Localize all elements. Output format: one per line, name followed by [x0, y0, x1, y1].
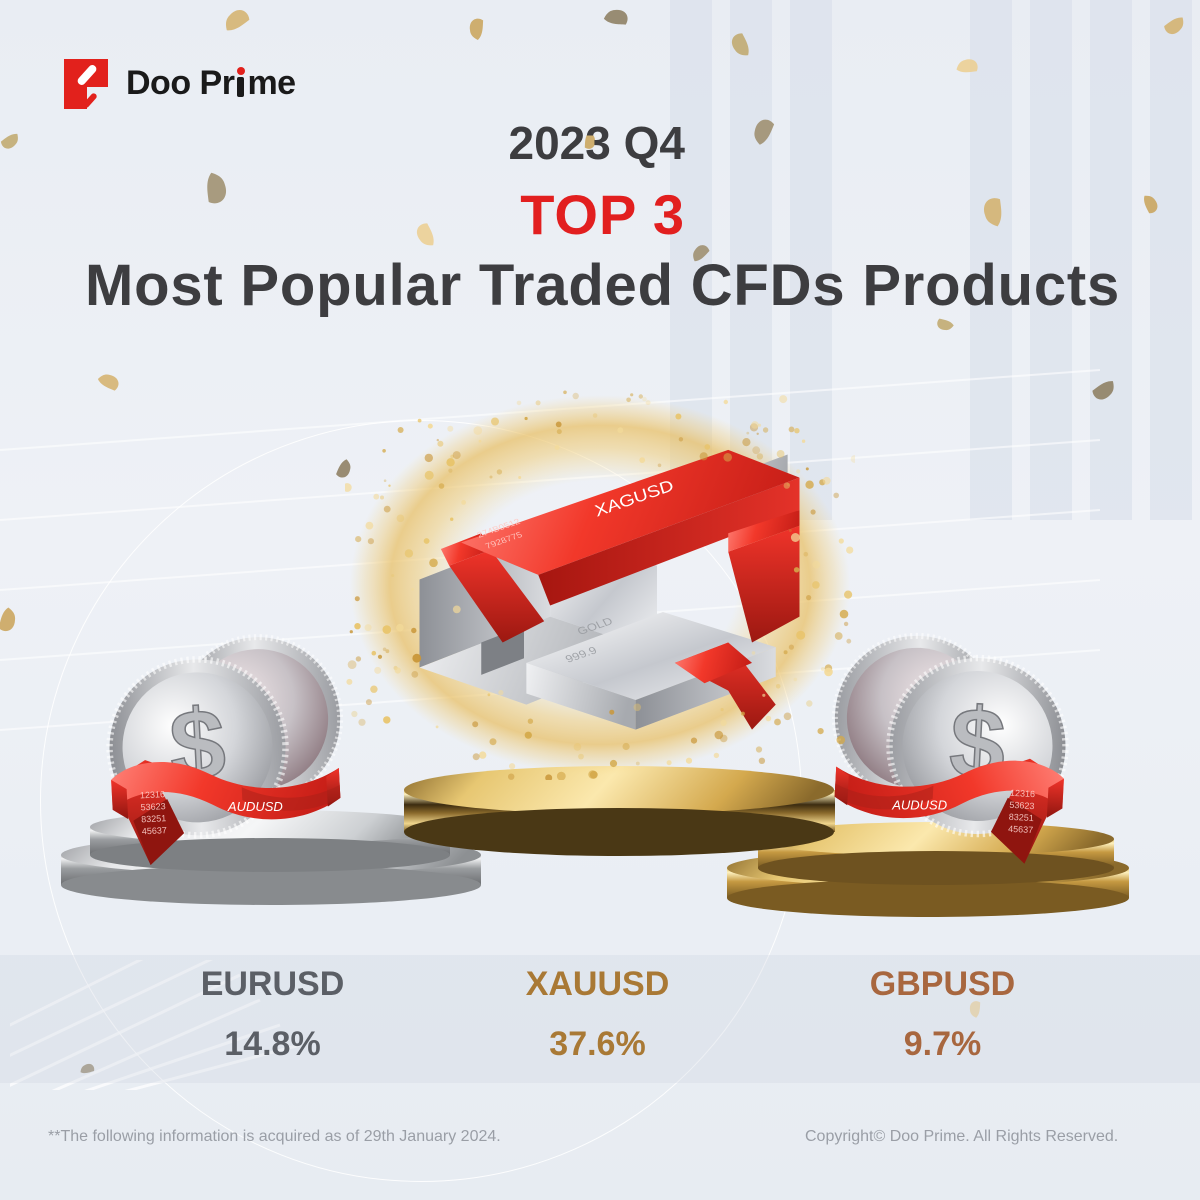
- svg-text:53623: 53623: [140, 801, 166, 812]
- svg-text:12316: 12316: [140, 789, 166, 800]
- svg-text:83251: 83251: [1009, 812, 1035, 823]
- svg-text:12316: 12316: [1010, 788, 1036, 799]
- svg-text:45637: 45637: [1008, 824, 1034, 835]
- svg-text:AUDUSD: AUDUSD: [227, 799, 283, 814]
- svg-text:AUDUSD: AUDUSD: [891, 798, 947, 813]
- svg-text:45637: 45637: [142, 825, 168, 836]
- svg-text:83251: 83251: [141, 813, 167, 824]
- svg-text:53623: 53623: [1009, 800, 1035, 811]
